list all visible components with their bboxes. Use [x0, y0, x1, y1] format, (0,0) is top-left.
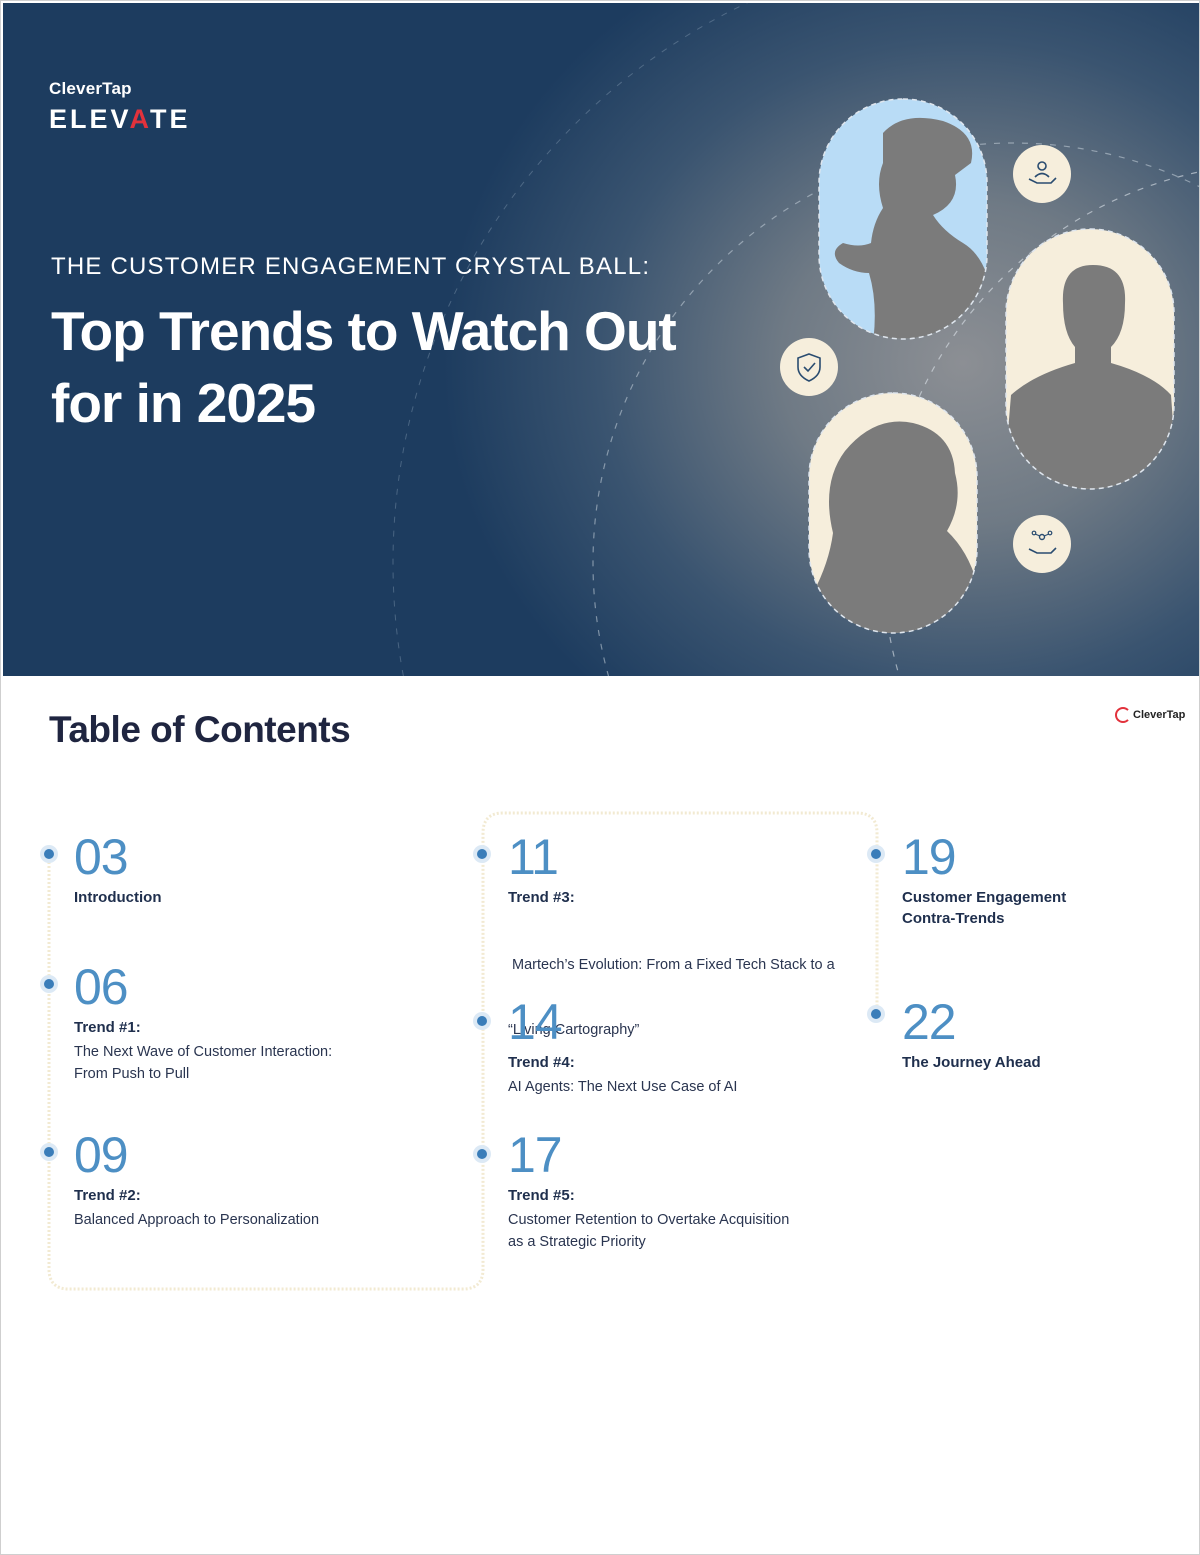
hero-decorative-arcs [392, 3, 1199, 676]
toc-entry-description: Customer Retention to Overtake Acquisiti… [508, 1212, 790, 1250]
brand-elevate: ELEVATE [49, 104, 191, 134]
toc-entry-label: Trend #4: [508, 1054, 575, 1071]
toc-entry-label: Trend #2: [74, 1187, 141, 1204]
toc-dot [44, 979, 54, 989]
toc-entry-trend-2[interactable]: 09 Trend #2: Balanced Approach to Person… [74, 1129, 319, 1232]
silhouette-portraits [808, 98, 1175, 634]
toc-page-number: 14 [508, 994, 563, 1050]
toc-entry-label: Trend #1: [74, 1019, 141, 1036]
toc-page-number: 11 [508, 829, 559, 885]
portrait-woman-curly [809, 393, 977, 633]
hero-title: Top Trends to Watch Out for in 2025 [51, 300, 677, 434]
person-in-hand-icon [1013, 145, 1071, 203]
toc-dot [477, 849, 487, 859]
toc-dot [44, 1147, 54, 1157]
toc-dot [871, 849, 881, 859]
shield-check-icon [780, 338, 838, 396]
toc-entry-label: Trend #5: [508, 1187, 575, 1204]
toc-entry-label: Introduction [74, 889, 162, 906]
portrait-woman-hat [819, 99, 987, 339]
hero-banner: CleverTap ELEVATE THE CUSTOMER ENGAGEMEN… [3, 3, 1199, 676]
portrait-man [1006, 229, 1174, 489]
toc-page-number: 03 [74, 829, 129, 885]
toc-entry-trend-5[interactable]: 17 Trend #5: Customer Retention to Overt… [508, 1129, 789, 1253]
toc-title: Table of Contents [49, 709, 351, 750]
toc-page-number: 22 [902, 994, 957, 1050]
toc-entry-description: The Next Wave of Customer Interaction: F… [74, 1044, 333, 1082]
toc-dot [44, 849, 54, 859]
toc-entry-label: The Journey Ahead [902, 1054, 1041, 1071]
toc-page-number: 17 [508, 1127, 563, 1183]
toc-entry-introduction[interactable]: 03 Introduction [74, 831, 161, 908]
toc-entry-trend-1[interactable]: 06 Trend #1: The Next Wave of Customer I… [74, 961, 332, 1085]
toc-page-number: 09 [74, 1127, 129, 1183]
toc-entry-journey-ahead[interactable]: 22 The Journey Ahead [902, 996, 1041, 1073]
toc-page-number: 06 [74, 959, 129, 1015]
toc-dot [477, 1016, 487, 1026]
toc-entry-label: Customer Engagement Contra-Trends [902, 889, 1067, 927]
brand-clevertap: CleverTap [49, 79, 132, 98]
toc-entry-description: Balanced Approach to Personalization [74, 1212, 320, 1228]
toc-dot [871, 1009, 881, 1019]
toc-entry-trend-4[interactable]: 14 Trend #4: AI Agents: The Next Use Cas… [508, 996, 737, 1099]
toc-dot [477, 1149, 487, 1159]
toc-entry-description: Martech’s Evolution: From a Fixed Tech S… [508, 957, 835, 1038]
network-in-hand-icon [1013, 515, 1071, 573]
clevertap-logo: CleverTap [1115, 707, 1185, 723]
toc-entry-label: Trend #3: [508, 889, 575, 906]
toc-page-number: 19 [902, 829, 957, 885]
toc-entry-description: AI Agents: The Next Use Case of AI [508, 1079, 738, 1095]
hero-eyebrow: THE CUSTOMER ENGAGEMENT CRYSTAL BALL: [51, 253, 651, 280]
toc-entry-trend-3[interactable]: 11 Trend #3: Martech’s Evolution: From a… [508, 831, 835, 1084]
clevertap-ring-icon [1115, 707, 1131, 723]
toc-entry-contra-trends[interactable]: 19 Customer Engagement Contra-Trends [902, 831, 1066, 929]
